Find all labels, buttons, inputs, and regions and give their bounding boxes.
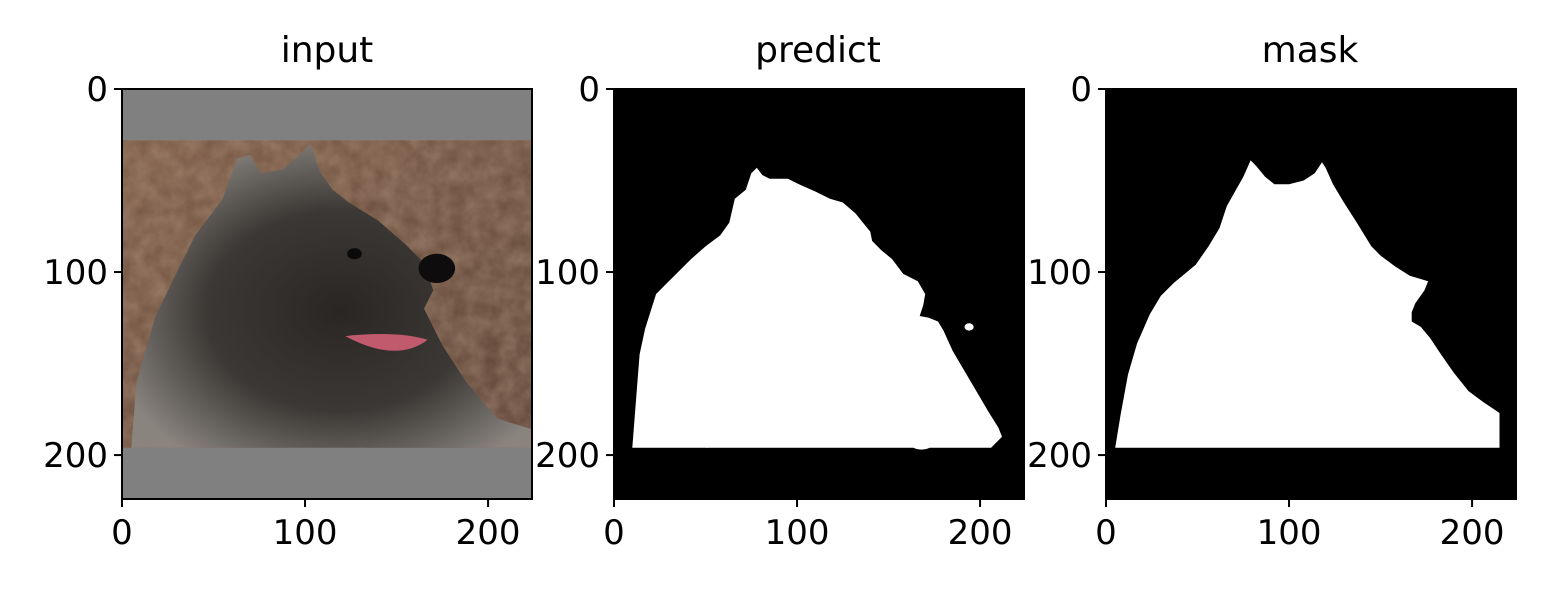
mask-blob: [912, 442, 931, 450]
x-tick-label: 200: [456, 513, 521, 553]
x-tick-label: 100: [273, 513, 338, 553]
y-tick-label: 100: [535, 253, 600, 293]
y-tick-label: 200: [43, 436, 108, 476]
image-area: [122, 89, 532, 499]
y-tick-label: 0: [578, 70, 600, 110]
x-tick-label: 0: [603, 513, 625, 553]
y-tick-label: 0: [1070, 70, 1092, 110]
x-tick-label: 200: [1440, 513, 1505, 553]
axes-frame: [121, 88, 533, 500]
x-tick-label: 0: [111, 513, 133, 553]
image-area: [1106, 89, 1516, 499]
x-tick-label: 0: [1095, 513, 1117, 553]
mask-blob: [964, 323, 974, 331]
x-tick-label: 200: [948, 513, 1013, 553]
x-tick-label: 100: [1257, 513, 1322, 553]
y-tick-label: 0: [86, 70, 108, 110]
y-tick-label: 100: [1027, 253, 1092, 293]
y-tick-label: 100: [43, 253, 108, 293]
y-tick-label: 200: [535, 436, 600, 476]
mask-blob: [698, 422, 717, 448]
mask-region: [632, 167, 1002, 448]
image-area: [614, 89, 1024, 499]
mask-region: [1115, 160, 1500, 448]
panel-title: predict: [755, 30, 881, 71]
dog-fur: [131, 143, 532, 448]
panel-title: input: [281, 30, 374, 71]
x-tick-label: 100: [765, 513, 830, 553]
dog-eye: [347, 248, 362, 260]
dog-nose: [418, 253, 456, 284]
panel-title: mask: [1262, 30, 1359, 71]
axes-frame: [1105, 88, 1517, 500]
y-tick-label: 200: [1027, 436, 1092, 476]
dog-photo: [122, 140, 532, 448]
axes-frame: [613, 88, 1025, 500]
dog-tongue: [345, 334, 428, 351]
